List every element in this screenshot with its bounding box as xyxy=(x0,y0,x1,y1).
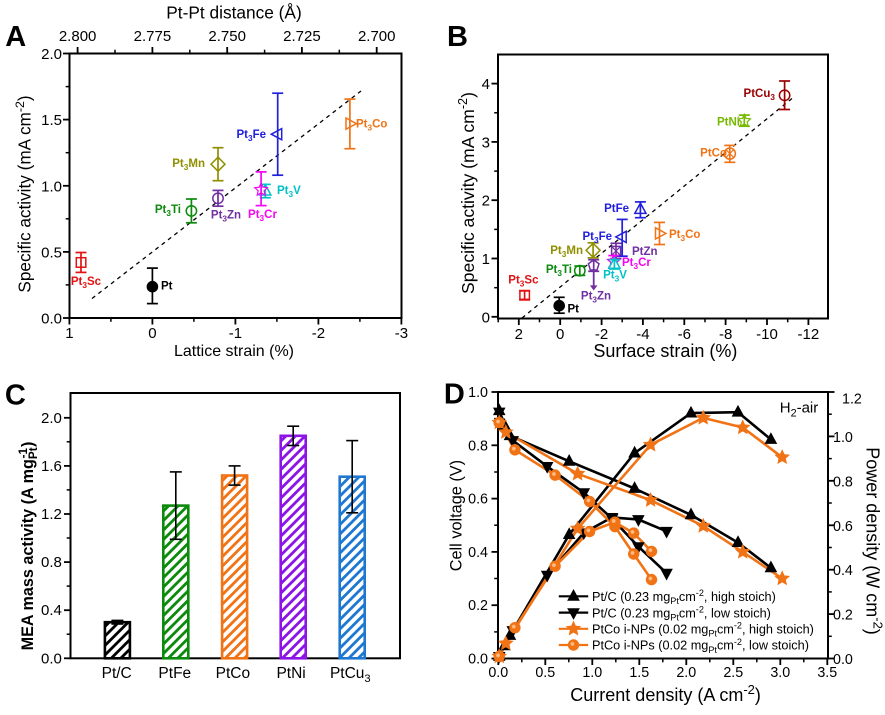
svg-text:0.2: 0.2 xyxy=(833,608,853,624)
svg-text:0.0: 0.0 xyxy=(833,652,853,668)
svg-text:Pt3Fe: Pt3Fe xyxy=(236,129,266,143)
svg-text:0.5: 0.5 xyxy=(535,665,555,681)
svg-text:Pt3Co: Pt3Co xyxy=(356,119,387,133)
svg-text:0.2: 0.2 xyxy=(468,598,488,614)
svg-text:2: 2 xyxy=(515,326,523,343)
svg-text:Specific activity (mA cm-2): Specific activity (mA cm-2) xyxy=(13,95,35,292)
svg-text:0: 0 xyxy=(482,309,490,326)
svg-text:Pt3Cr: Pt3Cr xyxy=(248,209,277,223)
svg-text:1.0: 1.0 xyxy=(41,178,62,195)
svg-text:H2-air: H2-air xyxy=(780,400,819,420)
svg-text:1: 1 xyxy=(482,251,490,268)
svg-text:3: 3 xyxy=(482,134,490,151)
svg-text:Pt: Pt xyxy=(161,281,173,293)
svg-text:2.0: 2.0 xyxy=(676,665,696,681)
svg-text:Pt3Co: Pt3Co xyxy=(669,229,700,243)
svg-text:1.0: 1.0 xyxy=(833,430,853,446)
svg-text:2.0: 2.0 xyxy=(41,46,62,63)
svg-text:Pt3Mn: Pt3Mn xyxy=(172,158,205,172)
svg-text:Pt3V: Pt3V xyxy=(277,185,301,199)
svg-text:B: B xyxy=(447,21,468,53)
svg-text:1.2: 1.2 xyxy=(41,506,62,523)
svg-text:0.4: 0.4 xyxy=(41,602,62,619)
svg-text:Pt: Pt xyxy=(568,303,580,315)
svg-text:2.775: 2.775 xyxy=(134,28,172,45)
svg-text:0: 0 xyxy=(556,326,564,343)
svg-text:2.5: 2.5 xyxy=(723,665,743,681)
svg-text:4: 4 xyxy=(482,76,490,93)
svg-text:Pt3Zn: Pt3Zn xyxy=(581,291,611,305)
svg-text:0.8: 0.8 xyxy=(833,474,853,490)
svg-text:1.5: 1.5 xyxy=(41,112,62,129)
svg-text:Lattice strain (%): Lattice strain (%) xyxy=(174,343,294,360)
svg-text:0.5: 0.5 xyxy=(41,244,62,261)
svg-text:0.0: 0.0 xyxy=(468,652,488,668)
svg-text:0.4: 0.4 xyxy=(833,563,853,579)
svg-text:Pt3Sc: Pt3Sc xyxy=(508,275,539,289)
svg-text:PtCo: PtCo xyxy=(700,148,727,160)
svg-text:2.0: 2.0 xyxy=(41,410,62,427)
svg-text:0.4: 0.4 xyxy=(468,545,488,561)
svg-text:1.5: 1.5 xyxy=(629,665,649,681)
svg-text:Pt3Fe: Pt3Fe xyxy=(582,231,612,245)
svg-text:Pt3Ti: Pt3Ti xyxy=(546,264,572,278)
svg-text:Cell voltage (V): Cell voltage (V) xyxy=(448,460,466,571)
svg-text:2: 2 xyxy=(482,193,490,210)
svg-text:0.0: 0.0 xyxy=(41,650,62,667)
svg-text:PtNi: PtNi xyxy=(276,665,305,682)
svg-text:Pt3Zn: Pt3Zn xyxy=(211,210,241,224)
svg-text:-2: -2 xyxy=(312,325,325,342)
svg-text:1.0: 1.0 xyxy=(582,665,602,681)
svg-text:A: A xyxy=(5,21,26,53)
svg-text:1.2: 1.2 xyxy=(842,392,862,408)
svg-text:PtCu3: PtCu3 xyxy=(744,88,776,102)
svg-text:0.8: 0.8 xyxy=(41,554,62,571)
svg-text:Current density (A cm-2): Current density (A cm-2) xyxy=(570,682,761,705)
svg-text:MEA mass activity (A mgPt-1): MEA mass activity (A mgPt-1) xyxy=(17,442,40,651)
svg-text:Pt/C (0.23 mgPtcm-2, high stoi: Pt/C (0.23 mgPtcm-2, high stoich) xyxy=(592,588,776,606)
svg-text:Pt/C (0.23 mgPtcm-2, low stoic: Pt/C (0.23 mgPtcm-2, low stoich) xyxy=(592,605,771,623)
svg-text:PtNi: PtNi xyxy=(717,117,740,129)
svg-text:0.8: 0.8 xyxy=(468,438,488,454)
svg-text:Surface strain (%): Surface strain (%) xyxy=(593,341,737,361)
svg-text:PtCu3: PtCu3 xyxy=(330,665,371,685)
svg-text:Pt3Sc: Pt3Sc xyxy=(71,276,102,290)
svg-text:0.0: 0.0 xyxy=(488,665,508,681)
svg-text:-10: -10 xyxy=(756,326,778,343)
svg-text:D: D xyxy=(444,378,465,410)
svg-text:2.750: 2.750 xyxy=(208,28,246,45)
svg-text:0.0: 0.0 xyxy=(41,311,62,328)
svg-text:Pt3Mn: Pt3Mn xyxy=(550,245,583,259)
svg-text:0.6: 0.6 xyxy=(833,519,853,535)
svg-text:2.700: 2.700 xyxy=(358,28,396,45)
svg-text:Pt3V: Pt3V xyxy=(603,270,627,284)
svg-text:1: 1 xyxy=(65,325,73,342)
svg-text:-3: -3 xyxy=(395,325,408,342)
svg-text:Pt3Ti: Pt3Ti xyxy=(155,204,181,218)
svg-text:Pt/C: Pt/C xyxy=(102,665,132,682)
svg-text:PtFe: PtFe xyxy=(158,665,191,682)
svg-text:1.6: 1.6 xyxy=(41,458,62,475)
svg-text:0: 0 xyxy=(148,325,156,342)
svg-text:2.725: 2.725 xyxy=(283,28,321,45)
svg-text:PtCo: PtCo xyxy=(216,665,250,682)
svg-text:Specific activity (mA cm-2): Specific activity (mA cm-2) xyxy=(456,92,478,294)
svg-text:1.0: 1.0 xyxy=(468,385,488,401)
svg-text:PtCo i-NPs (0.02 mgPtcm-2, hig: PtCo i-NPs (0.02 mgPtcm-2, high stoich) xyxy=(592,621,814,639)
svg-text:Power density (W cm-2): Power density (W cm-2) xyxy=(863,447,885,635)
svg-text:PtFe: PtFe xyxy=(604,203,629,215)
svg-text:PtCo i-NPs (0.02 mgPtcm-2, low: PtCo i-NPs (0.02 mgPtcm-2, low stoich) xyxy=(592,637,809,655)
svg-text:-12: -12 xyxy=(798,326,820,343)
svg-text:Pt-Pt distance (Å): Pt-Pt distance (Å) xyxy=(166,3,301,23)
svg-text:3.0: 3.0 xyxy=(770,665,790,681)
svg-text:0.6: 0.6 xyxy=(468,492,488,508)
svg-text:-1: -1 xyxy=(229,325,242,342)
svg-text:2.800: 2.800 xyxy=(59,28,97,45)
svg-text:C: C xyxy=(5,379,26,411)
